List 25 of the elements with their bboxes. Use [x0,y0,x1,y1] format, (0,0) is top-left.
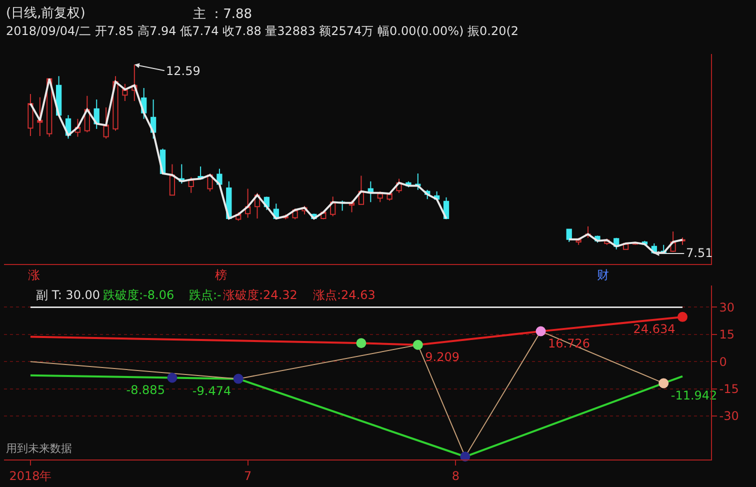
annotation: 用到未来数据 [6,442,72,455]
y-tick-label: 0 [719,354,727,369]
y-tick-label: 15 [719,328,735,342]
annotation: 涨破度:24.32 [223,288,298,302]
y-tick-label: -30 [719,409,739,424]
y-tick-label: 30 [719,300,735,314]
data-label: -8.885 [126,382,165,397]
x-tick-label: 7 [244,468,252,483]
annotation: 涨点:24.63 [313,288,376,302]
annotation: 跌点:- [189,288,222,302]
annotation: 跌破度:-8.06 [103,288,174,302]
chart-title: (日线,前复权) [6,6,86,21]
text: 主 ：7.88 [193,6,252,22]
text: 财 [597,268,609,282]
data-label: 24.634 [633,322,676,336]
text: 榜 [215,268,227,282]
text: 涨 [28,268,40,282]
text: 2018/09/04/二 开7.85 高7.94 低7.74 收7.88 量32883 额2574万 幅0.00(0.00%) 振0.20(2 [6,24,519,38]
x-tick-label: 2018年 [9,468,52,483]
annotation: 副 T: 30.00 [36,288,100,302]
x-tick-label: 8 [452,468,460,483]
annotation: 12.59 [166,64,200,78]
data-label: -9.474 [192,384,232,398]
data-label: 9.209 [425,350,460,364]
y-tick-label: -15 [719,382,739,396]
